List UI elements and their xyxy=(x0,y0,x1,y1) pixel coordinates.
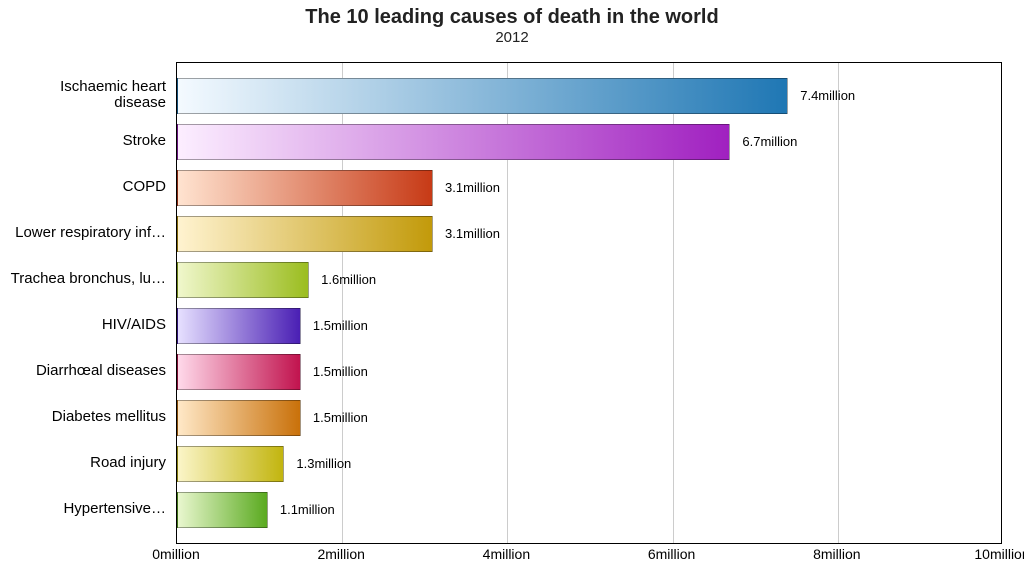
x-tick-label: 8million xyxy=(813,546,860,562)
chart-subtitle: 2012 xyxy=(6,29,1018,46)
x-tick-label: 0million xyxy=(152,546,199,562)
bar-value-label: 1.5million xyxy=(313,318,368,333)
gridline xyxy=(838,63,839,543)
bar-value-label: 3.1million xyxy=(445,226,500,241)
y-axis-category-label: Lower respiratory inf… xyxy=(6,210,166,256)
y-axis-category-label: Stroke xyxy=(6,118,166,164)
bar xyxy=(177,78,788,114)
x-tick-label: 2million xyxy=(317,546,364,562)
bar-value-label: 1.5million xyxy=(313,410,368,425)
x-tick-label: 6million xyxy=(648,546,695,562)
bar-value-label: 6.7million xyxy=(742,134,797,149)
x-tick-label: 4million xyxy=(483,546,530,562)
bar xyxy=(177,124,730,160)
y-axis-category-label: COPD xyxy=(6,164,166,210)
bar-value-label: 3.1million xyxy=(445,180,500,195)
x-tick-label: 10million xyxy=(974,546,1024,562)
bar-value-label: 7.4million xyxy=(800,88,855,103)
bar xyxy=(177,400,301,436)
y-axis-category-label: Ischaemic heart disease xyxy=(6,72,166,118)
y-axis-category-label: Diarrhœal diseases xyxy=(6,348,166,394)
bar xyxy=(177,308,301,344)
y-axis-category-label: Diabetes mellitus xyxy=(6,394,166,440)
plot-area: 7.4million 6.7million 3.1million 3.1million… xyxy=(176,62,1002,544)
bar xyxy=(177,446,284,482)
bar xyxy=(177,170,433,206)
plot-wrap: 7.4million 6.7million 3.1million 3.1million… xyxy=(6,54,1018,566)
bar xyxy=(177,262,309,298)
bar-value-label: 1.5million xyxy=(313,364,368,379)
chart-frame: The 10 leading causes of death in the wo… xyxy=(6,6,1018,566)
bar xyxy=(177,492,268,528)
bar-value-label: 1.3million xyxy=(296,456,351,471)
bar xyxy=(177,354,301,390)
bar-value-label: 1.6million xyxy=(321,272,376,287)
y-axis-category-label: HIV/AIDS xyxy=(6,302,166,348)
y-axis-category-label: Hypertensive… xyxy=(6,486,166,532)
y-axis-category-label: Trachea bronchus, lu… xyxy=(6,256,166,302)
chart-title: The 10 leading causes of death in the wo… xyxy=(6,6,1018,29)
bar-value-label: 1.1million xyxy=(280,502,335,517)
bar xyxy=(177,216,433,252)
y-axis-category-label: Road injury xyxy=(6,440,166,486)
